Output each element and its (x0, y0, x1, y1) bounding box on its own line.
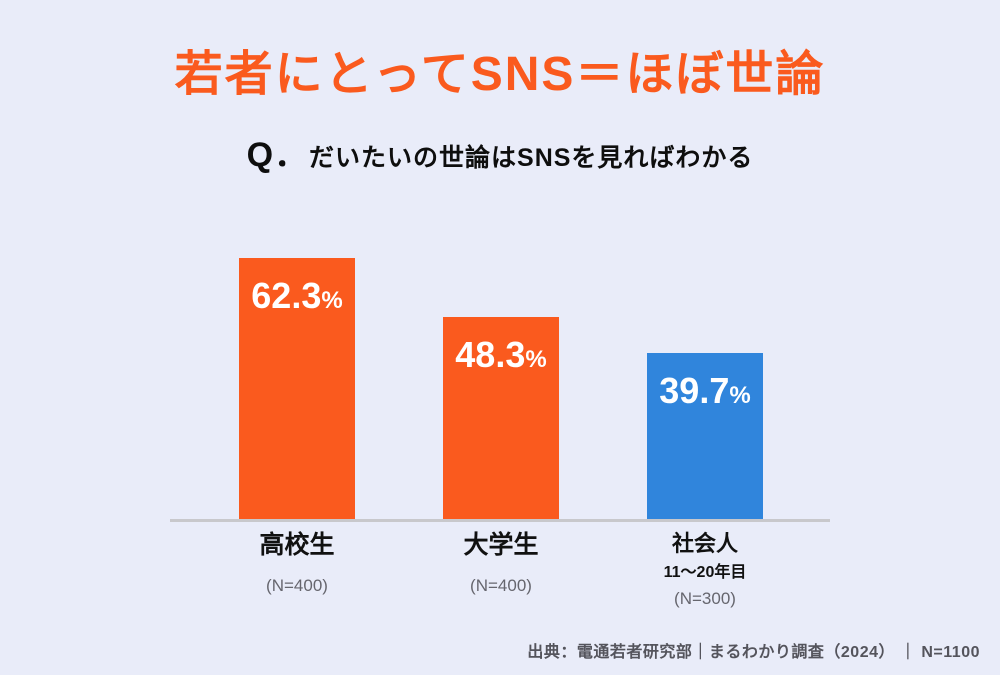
page-title: 若者にとってSNS＝ほぼ世論 (174, 48, 826, 101)
category-label-group: 高校生 (N=400) (197, 531, 397, 596)
category-label: 大学生 (463, 531, 539, 559)
sample-size-label: (N=400) (470, 575, 532, 595)
bar-value-label: 62.3% (251, 275, 343, 316)
bar-2: 48.3% (443, 317, 559, 519)
bar-value-label: 39.7% (659, 370, 751, 411)
bar-value-label: 48.3% (455, 334, 547, 375)
bar-3: 39.7% (647, 353, 763, 519)
sample-size-label: (N=400) (266, 575, 328, 595)
question-text: だいたいの世論はSNSを見ればわかる (309, 144, 754, 172)
question-prefix: Q． (246, 136, 310, 174)
survey-question: Q．だいたいの世論はSNSを見ればわかる (0, 134, 1000, 177)
category-label-group: 大学生 (N=400) (401, 531, 601, 596)
source-citation: 出典：電通若者研究部｜まるわかり調査（2024） ｜ N=1100 (527, 644, 980, 661)
bar-chart: 62.3% 高校生 (N=400) 48.3% 大学生 (N=400) 39.7% 社会人 11… (170, 240, 830, 608)
baseline-axis (170, 519, 830, 522)
bar-1: 62.3% (239, 258, 355, 519)
category-label: 高校生 (259, 531, 335, 559)
category-sublabel: 11〜20年目 (663, 564, 747, 582)
category-label-group: 社会人 11〜20年目 (N=300) (605, 531, 805, 609)
category-label: 社会人 (671, 531, 738, 556)
sample-size-label: (N=300) (674, 589, 736, 609)
